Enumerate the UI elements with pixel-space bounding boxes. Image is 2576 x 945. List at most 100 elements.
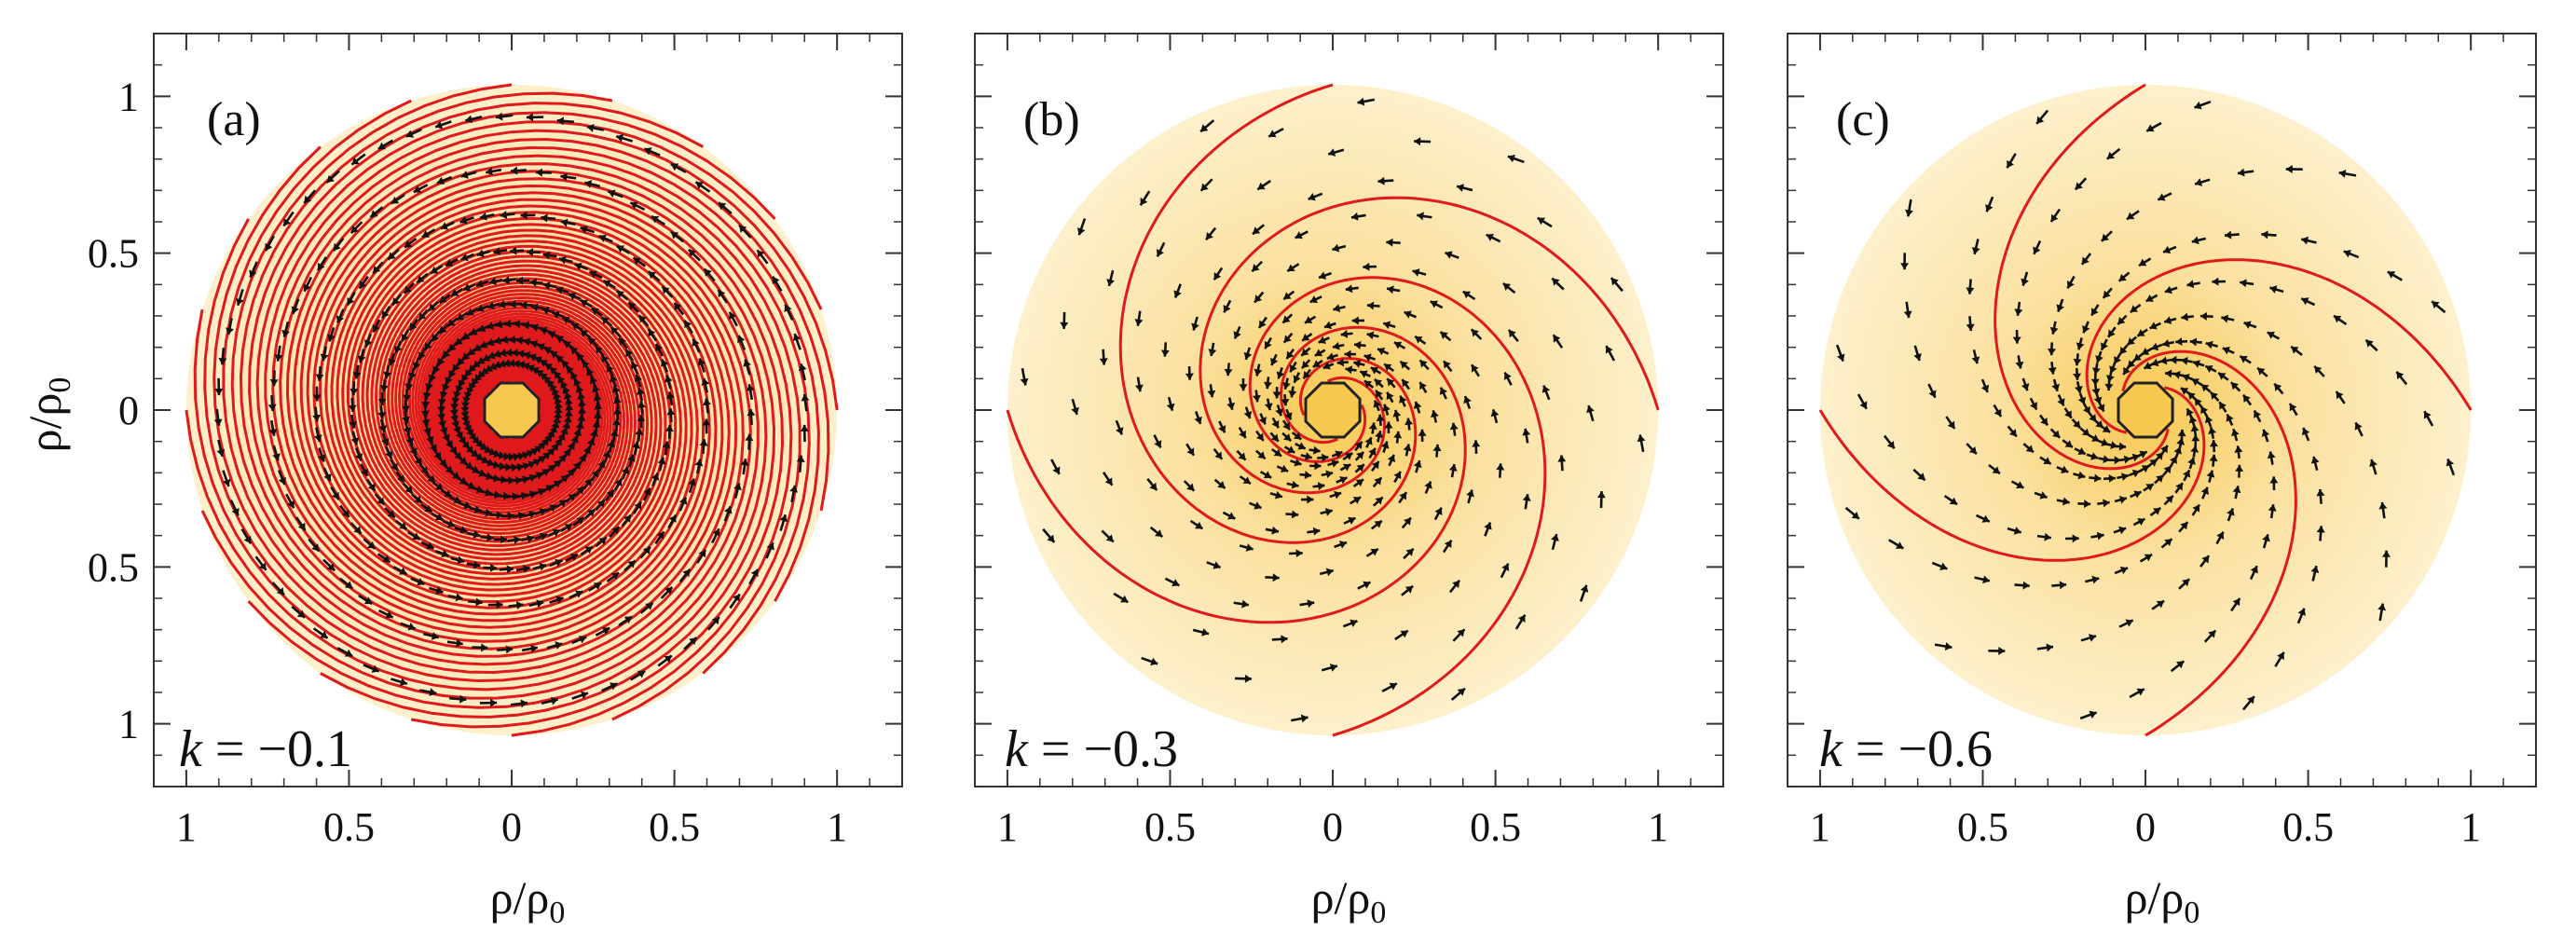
- panel-a-arrow-head: [733, 594, 740, 602]
- panel-b-x-tick-label: 1: [1648, 804, 1668, 850]
- panel-b-arrow-head: [1471, 329, 1479, 337]
- panel-a-arrow-head: [740, 459, 749, 466]
- panel-a-arrow-head: [560, 218, 569, 227]
- panel-c-arrow-head: [2175, 661, 2185, 669]
- panel-b-arrow-head: [1295, 231, 1303, 240]
- panel-a-arrow-head: [584, 478, 592, 487]
- panel-a-arrow-head: [445, 377, 453, 385]
- panel-a-arrow-head: [407, 372, 417, 380]
- panel-c-arrow-head: [2095, 355, 2103, 363]
- panel-a-arrow-head: [784, 304, 792, 313]
- panel-c-x-axis-label-main: ρ/ρ: [2125, 871, 2185, 924]
- panel-b-arrow-head: [1273, 448, 1282, 457]
- panel-a-arrow-head: [679, 497, 688, 505]
- panel-c-arrow-head: [1947, 420, 1955, 430]
- panel-a-arrow-head: [698, 549, 706, 558]
- panel-a-arrow-head: [517, 512, 526, 520]
- panel-a-arrow-head: [320, 353, 329, 362]
- panel-b-plot: [1006, 83, 1660, 737]
- panel-a-arrow-head: [648, 329, 656, 337]
- panel-a-arrow-head: [536, 599, 544, 609]
- panel-a-arrow-head: [291, 306, 300, 314]
- panel-a-arrow-head: [441, 549, 449, 558]
- panel-c-arrow-head: [2261, 230, 2268, 240]
- panel-c-arrow-head: [2007, 159, 2014, 169]
- panel-b-arrow-head: [1331, 459, 1339, 468]
- panel-a-arrow-head: [796, 455, 805, 463]
- panel-a-arrow-head: [323, 473, 332, 482]
- panel-b-arrow-head: [1375, 431, 1383, 439]
- panel-b-arrow-head: [1405, 548, 1414, 556]
- panel-c-x-tick-label: 0: [2135, 804, 2156, 850]
- panel-b-arrow-head: [1140, 198, 1148, 206]
- panel-c-arrow-head: [2261, 429, 2270, 437]
- panel-b-arrow-head: [1252, 264, 1260, 272]
- panel-c-arrow-head: [2423, 411, 2432, 419]
- panel-a-arrow-head: [498, 300, 506, 308]
- panel-a-arrow-head: [520, 300, 528, 309]
- panel-c-arrow-head: [2212, 277, 2219, 286]
- panel-b-arrow-head: [1393, 471, 1402, 480]
- panel-a-x-tick-label: 1: [176, 804, 197, 850]
- panel-c-arrow-head: [2030, 402, 2037, 410]
- panel-c-arrow-head: [2012, 336, 2021, 344]
- panel-c-arrow-head: [2049, 326, 2059, 335]
- panel-a-arrow-head: [372, 324, 380, 333]
- panel-a-y-tick-label: 1: [118, 74, 139, 119]
- panel-a-arrow-head: [616, 133, 624, 143]
- panel-b-arrow-head: [1368, 447, 1377, 457]
- panel-a-arrow-head: [283, 218, 291, 226]
- panel-c-arrow-head: [2084, 500, 2091, 509]
- panel-a-arrow-head: [593, 393, 602, 402]
- panel-c-arrow-head: [2097, 404, 2105, 412]
- panel-a-arrow-head: [418, 312, 427, 321]
- panel-b-arrow-head: [1553, 335, 1561, 343]
- panel-c-arrow-head: [2387, 271, 2396, 279]
- panel-c-arrow-head: [2151, 342, 2159, 351]
- panel-a-arrow-head: [662, 441, 671, 449]
- panel-b-arrow-head: [1417, 212, 1424, 221]
- panel-c-arrow-head: [1895, 541, 1904, 549]
- panel-a-arrow-head: [616, 245, 624, 253]
- panel-c-arrow-head: [2149, 322, 2158, 330]
- panel-b-arrow-head: [1586, 405, 1595, 414]
- panel-a-arrow-head: [447, 319, 456, 327]
- panel-b-arrow-head: [1376, 390, 1383, 399]
- panel-b-arrow-head: [1297, 442, 1306, 450]
- panel-a-arrow-head: [401, 333, 409, 342]
- panel-a-arrow-head: [428, 303, 437, 311]
- panel-b-arrow-head: [1271, 526, 1279, 535]
- panel-a-arrow-head: [496, 600, 503, 609]
- panel-b-arrow-head: [1071, 406, 1079, 415]
- panel-b-arrow-head: [1376, 414, 1385, 422]
- panel-a-arrow-head: [542, 281, 551, 291]
- panel-c-arrow-head: [2013, 527, 2021, 535]
- panel-b-arrow-head: [1522, 428, 1531, 436]
- panel-a-arrow-head: [378, 425, 388, 432]
- panel-c-arrow-head: [2096, 531, 2104, 541]
- panel-a-arrow-head: [357, 355, 366, 363]
- panel-a-arrow-head: [613, 396, 622, 404]
- panel-b-arrow-head: [1484, 522, 1492, 530]
- panel-b-arrow-head: [1301, 348, 1309, 356]
- panel-b-arrow-head: [1384, 363, 1392, 372]
- panel-b-arrow-head: [1463, 396, 1472, 404]
- panel-a-arrow-head: [446, 519, 456, 528]
- panel-c-arrow-head: [1886, 440, 1895, 449]
- panel-b-arrow-head: [1466, 489, 1474, 498]
- panel-a-arrow-head: [349, 388, 359, 396]
- panel-c-arrow-head: [2194, 101, 2202, 110]
- panel-a-arrow-head: [665, 424, 674, 432]
- panel-b-arrow-head: [1380, 441, 1390, 449]
- panel-b-arrow-head: [1226, 402, 1236, 410]
- panel-a-arrow-head: [505, 645, 514, 654]
- panel-c-arrow-head: [2144, 554, 2153, 562]
- panel-b-arrow-head: [1448, 464, 1458, 472]
- panel-b-arrow-head: [1336, 358, 1345, 367]
- panel-b-arrow-head: [1387, 378, 1395, 387]
- panel-c-arrow-head: [2130, 305, 2139, 313]
- panel-b-arrow-head: [1288, 390, 1297, 398]
- panel-c-arrow-head: [1981, 514, 1990, 523]
- panel-b-arrow-head: [1452, 580, 1460, 589]
- panel-a-arrow-head: [597, 460, 606, 469]
